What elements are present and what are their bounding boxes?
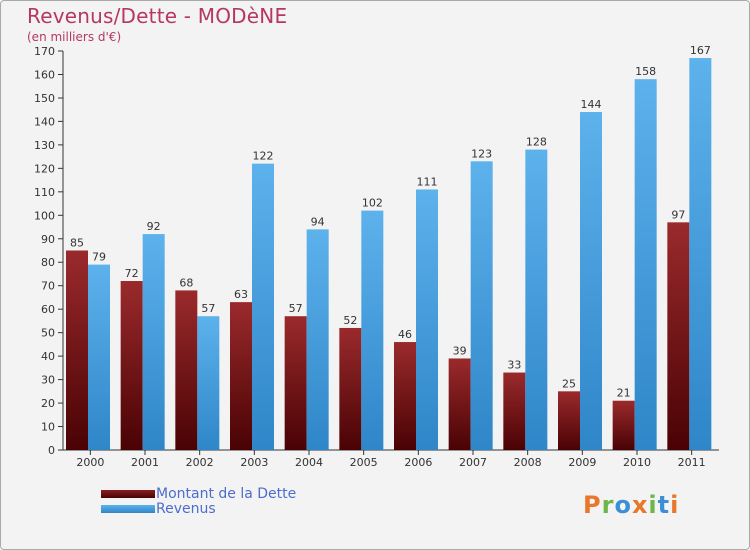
y-tick-label: 60 bbox=[41, 303, 55, 316]
bar-dette bbox=[284, 316, 307, 450]
data-label-dette: 85 bbox=[70, 237, 84, 250]
bar-revenus bbox=[306, 229, 329, 450]
bar-revenus bbox=[416, 189, 438, 450]
logo-letter: r bbox=[601, 491, 615, 519]
bar-dette bbox=[66, 250, 88, 450]
y-tick-label: 120 bbox=[34, 162, 55, 175]
bar-revenus bbox=[525, 149, 548, 450]
bar-revenus bbox=[197, 316, 220, 450]
y-tick-label: 140 bbox=[34, 115, 55, 128]
bar-dette bbox=[339, 327, 362, 450]
data-label-dette: 25 bbox=[562, 377, 576, 390]
y-tick-label: 100 bbox=[34, 209, 55, 222]
logo-letter: P bbox=[583, 491, 602, 519]
data-label-revenus: 144 bbox=[581, 98, 602, 111]
data-label-dette: 63 bbox=[234, 288, 248, 301]
data-label-revenus: 167 bbox=[690, 44, 711, 57]
x-tick-label: 2000 bbox=[76, 456, 104, 469]
y-tick-label: 20 bbox=[41, 397, 55, 410]
bar-dette bbox=[175, 290, 198, 450]
chart-subtitle: (en milliers d'€) bbox=[27, 30, 122, 44]
data-label-dette: 52 bbox=[343, 314, 357, 327]
x-tick-label: 2007 bbox=[459, 456, 487, 469]
legend-swatch-dette bbox=[101, 490, 155, 498]
data-label-dette: 21 bbox=[617, 387, 631, 400]
bar-dette bbox=[558, 391, 580, 450]
bar-dette bbox=[394, 342, 416, 450]
data-label-revenus: 94 bbox=[311, 215, 325, 228]
data-label-revenus: 122 bbox=[253, 150, 274, 163]
y-tick-label: 170 bbox=[34, 45, 55, 58]
x-tick-label: 2003 bbox=[240, 456, 268, 469]
data-label-dette: 33 bbox=[507, 359, 521, 372]
data-label-revenus: 79 bbox=[92, 251, 106, 264]
y-tick-label: 30 bbox=[41, 374, 55, 387]
x-tick-label: 2005 bbox=[350, 456, 378, 469]
logo-letter: i bbox=[648, 491, 658, 519]
chart-title: Revenus/Dette - MODèNE bbox=[27, 4, 288, 28]
data-label-revenus: 102 bbox=[362, 197, 383, 210]
bar-dette bbox=[230, 302, 252, 450]
data-label-revenus: 128 bbox=[526, 136, 547, 149]
bar-dette bbox=[667, 222, 690, 450]
data-label-revenus: 57 bbox=[201, 302, 215, 315]
x-tick-label: 2006 bbox=[404, 456, 432, 469]
bar-revenus bbox=[689, 58, 712, 451]
data-label-revenus: 111 bbox=[417, 175, 438, 188]
bar-revenus bbox=[634, 79, 657, 450]
y-tick-label: 130 bbox=[34, 139, 55, 152]
bar-dette bbox=[448, 358, 471, 450]
data-label-dette: 46 bbox=[398, 328, 412, 341]
bar-revenus bbox=[252, 163, 274, 451]
y-tick-label: 50 bbox=[41, 327, 55, 340]
logo-letter: o bbox=[614, 491, 632, 519]
logo-letter: x bbox=[631, 491, 649, 519]
x-tick-label: 2002 bbox=[186, 456, 214, 469]
proxiti-logo: Proxiti bbox=[583, 491, 679, 519]
y-tick-label: 150 bbox=[34, 92, 55, 105]
data-label-dette: 68 bbox=[179, 276, 193, 289]
y-tick-label: 110 bbox=[34, 186, 55, 199]
bar-revenus bbox=[580, 112, 602, 450]
data-label-dette: 57 bbox=[289, 302, 303, 315]
x-tick-label: 2009 bbox=[568, 456, 596, 469]
data-label-revenus: 92 bbox=[147, 220, 161, 233]
logo-letter: t bbox=[657, 491, 671, 519]
x-tick-label: 2004 bbox=[295, 456, 323, 469]
bar-dette bbox=[120, 281, 143, 450]
data-label-dette: 39 bbox=[453, 344, 467, 357]
data-label-dette: 97 bbox=[671, 208, 685, 221]
y-tick-label: 0 bbox=[48, 444, 55, 457]
legend-label-revenus: Revenus bbox=[156, 501, 216, 517]
data-label-revenus: 158 bbox=[635, 65, 656, 78]
logo-letter: i bbox=[670, 491, 680, 519]
y-tick-label: 160 bbox=[34, 68, 55, 81]
legend-swatch-revenus bbox=[101, 505, 155, 513]
bar-dette bbox=[503, 372, 526, 450]
x-tick-label: 2008 bbox=[514, 456, 542, 469]
data-label-revenus: 123 bbox=[471, 147, 492, 160]
legend-label-dette: Montant de la Dette bbox=[156, 486, 297, 502]
y-tick-label: 80 bbox=[41, 256, 55, 269]
bar-revenus bbox=[142, 234, 165, 450]
data-label-dette: 72 bbox=[125, 267, 139, 280]
bar-revenus bbox=[470, 161, 493, 450]
bar-dette bbox=[612, 400, 635, 450]
x-tick-label: 2010 bbox=[623, 456, 651, 469]
bar-revenus bbox=[88, 264, 110, 450]
y-tick-label: 70 bbox=[41, 280, 55, 293]
x-tick-label: 2011 bbox=[678, 456, 706, 469]
x-tick-label: 2001 bbox=[131, 456, 159, 469]
bar-revenus bbox=[361, 210, 384, 450]
y-tick-label: 40 bbox=[41, 350, 55, 363]
y-tick-label: 10 bbox=[41, 421, 55, 434]
y-tick-label: 90 bbox=[41, 233, 55, 246]
